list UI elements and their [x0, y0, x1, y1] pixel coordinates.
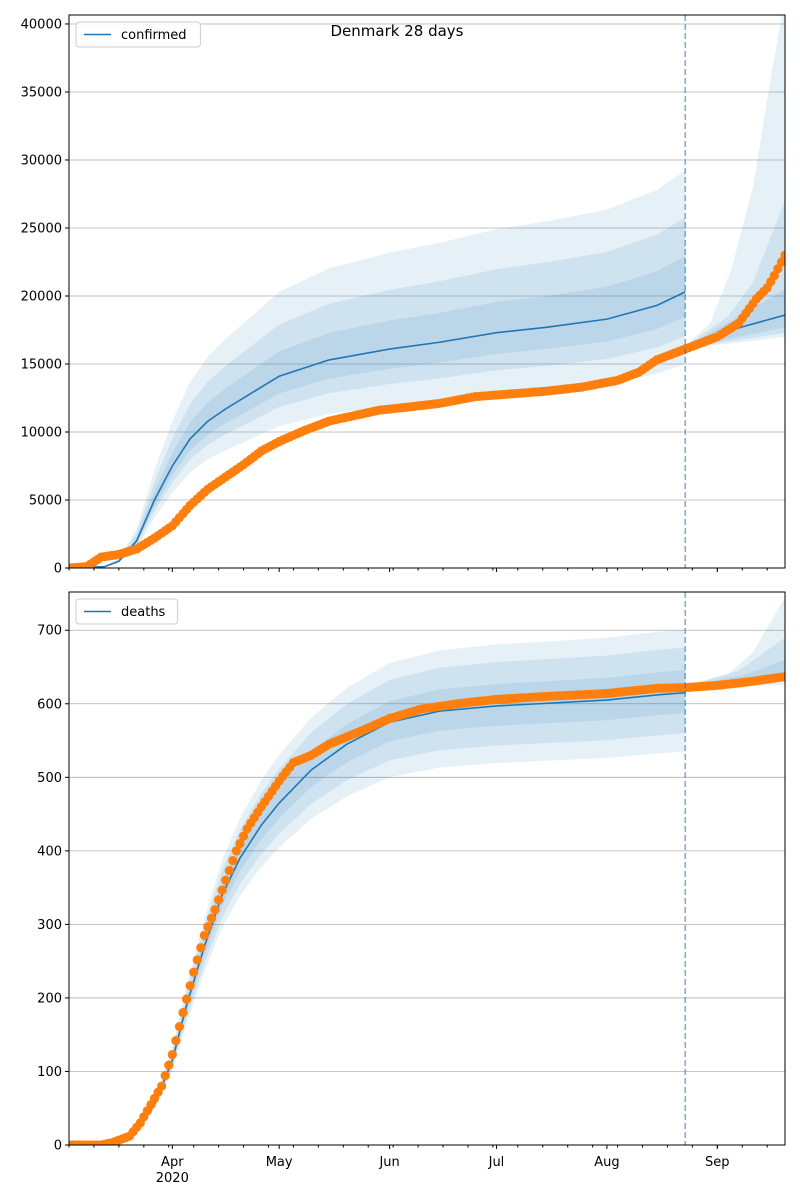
x-tick-label: Jul — [488, 1155, 505, 1170]
model-band-0 — [69, 170, 686, 568]
y-tick-label: 25000 — [21, 221, 62, 236]
observed-point — [228, 856, 238, 866]
y-tick-label: 5000 — [29, 493, 62, 508]
y-tick-label: 30000 — [21, 153, 62, 168]
observed-point — [178, 1008, 188, 1018]
observed-point — [773, 264, 783, 274]
y-tick-label: 200 — [37, 991, 62, 1006]
y-tick-label: 300 — [37, 918, 62, 933]
legend-label: confirmed — [121, 28, 187, 43]
observed-point — [210, 905, 220, 915]
y-tick-label: 0 — [54, 562, 62, 577]
y-tick-label: 10000 — [21, 425, 62, 440]
observed-point — [199, 930, 209, 941]
axes-frame — [68, 591, 786, 1146]
y-tick-label: 15000 — [21, 357, 62, 372]
observed-point — [192, 955, 202, 965]
observed-point — [238, 831, 249, 841]
panel-confirmed: 0 5000 10000 15000 20000 25000 30000 35000 40000… — [21, 14, 786, 577]
observed-point — [171, 1035, 181, 1046]
x-tick-label: Aug — [594, 1155, 619, 1170]
observed-point — [167, 1049, 177, 1060]
legend-box — [75, 598, 179, 625]
x-tick-sublabel: 2020 — [156, 1171, 189, 1186]
observed-point — [776, 257, 785, 267]
observed-point — [214, 895, 224, 905]
observed-point — [206, 913, 217, 923]
observed-point — [189, 967, 199, 977]
y-tick-label: 0 — [54, 1139, 62, 1154]
forecast-band-0 — [685, 597, 785, 689]
y-tick-label: 40000 — [21, 17, 62, 32]
observed-point — [235, 838, 245, 849]
forecast-band-0 — [685, 15, 785, 350]
y-tick-label: 100 — [37, 1065, 62, 1080]
observed-point — [196, 943, 206, 953]
model-band-0 — [69, 629, 686, 1145]
model-band-2 — [69, 256, 686, 568]
x-tick-label: Sep — [705, 1155, 730, 1170]
observed-point — [231, 846, 242, 856]
y-tick-label: 500 — [37, 771, 62, 786]
observed-point — [224, 865, 234, 876]
observed-point — [174, 1022, 185, 1032]
legend-label: deaths — [121, 605, 166, 620]
observed-point — [217, 885, 227, 895]
observed-point — [780, 250, 785, 260]
legend-box — [75, 21, 201, 48]
plot-area — [69, 15, 785, 568]
x-tick-label: Apr — [161, 1155, 184, 1170]
y-tick-label: 400 — [37, 844, 62, 859]
observed-point — [160, 1071, 170, 1081]
observed-point — [221, 875, 231, 885]
legend: deaths — [75, 598, 179, 625]
observed-point — [164, 1060, 174, 1070]
model-band-1 — [69, 647, 686, 1145]
x-tick-label: May — [266, 1155, 293, 1170]
chart-title: Denmark 28 days — [331, 22, 464, 40]
observed-point — [780, 671, 785, 682]
legend: confirmed — [75, 21, 201, 48]
y-tick-label: 600 — [37, 697, 62, 712]
y-tick-label: 20000 — [21, 289, 62, 304]
forecast-band-1 — [685, 200, 785, 349]
observed-point — [203, 922, 213, 932]
model-band-2 — [69, 670, 686, 1145]
model-band-1 — [69, 217, 686, 568]
forecast-band-2 — [685, 289, 785, 348]
observed-point — [185, 981, 195, 991]
y-tick-label: 700 — [37, 624, 62, 639]
axes-frame — [68, 14, 786, 569]
observed-point — [769, 270, 779, 281]
model-median-line — [69, 291, 686, 568]
observed-point — [181, 994, 192, 1004]
y-tick-label: 35000 — [21, 85, 62, 100]
x-tick-label: Jun — [378, 1155, 399, 1170]
observed-point — [157, 1081, 167, 1091]
plot-area — [69, 597, 785, 1145]
